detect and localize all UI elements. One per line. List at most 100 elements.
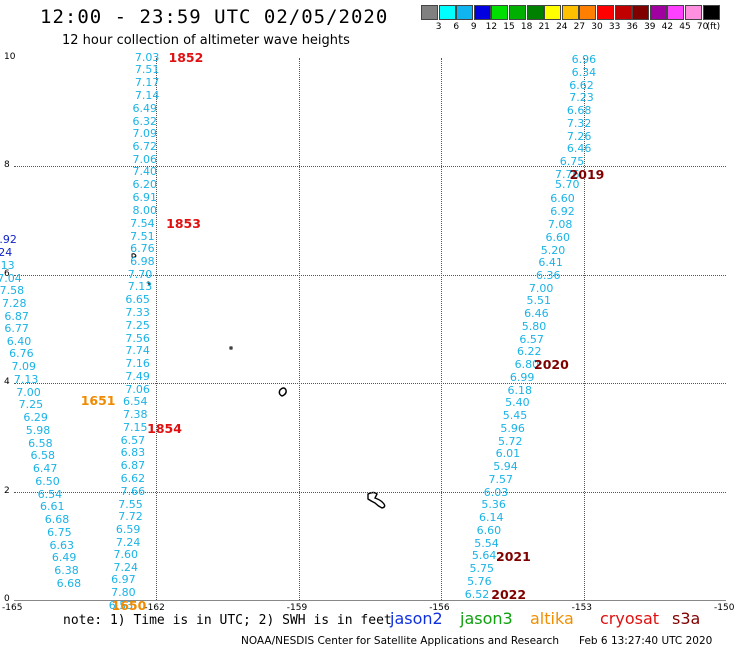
wave-height-value: 7.56	[125, 331, 150, 345]
time-label: 1651	[80, 392, 116, 408]
legend-item-s3a: s3a	[672, 609, 701, 628]
wave-height-value: 7.26	[566, 129, 592, 143]
scale-label: 70	[696, 22, 709, 32]
wave-height-value: 6.96	[571, 53, 597, 67]
y-tick-label: 0	[4, 594, 10, 604]
wave-height-value: 7.08	[547, 217, 573, 231]
scale-swatch	[614, 5, 632, 20]
wave-height-value: 6.68	[56, 576, 82, 590]
wave-height-value: 6.76	[130, 242, 155, 256]
wave-height-value: 9.24	[0, 246, 13, 260]
wave-height-value: 5.51	[526, 294, 552, 308]
wave-height-value: 5.98	[25, 423, 51, 437]
wave-height-value: 6.47	[32, 462, 58, 476]
wave-height-value: 6.03	[483, 485, 509, 499]
wave-height-value: 6.60	[550, 192, 575, 206]
island-3	[229, 346, 233, 350]
island-2	[147, 281, 151, 285]
scale-swatch	[667, 5, 685, 20]
wave-height-value: 7.57	[488, 472, 514, 486]
wave-height-value: 6.46	[524, 307, 549, 321]
wave-height-value: 7.28	[2, 296, 27, 310]
scale-swatch	[597, 5, 614, 20]
scale-label: 6	[453, 22, 460, 32]
wave-height-value: 5.75	[469, 562, 495, 576]
scale-label: 3	[435, 22, 442, 32]
legend-item-cryosat: cryosat	[600, 609, 660, 628]
wave-height-value: 6.99	[509, 370, 535, 384]
grid-line-horizontal	[14, 383, 726, 385]
wave-height-value: 6.49	[132, 101, 158, 115]
wave-height-value: 6.50	[35, 474, 60, 488]
wave-height-value: 7.38	[123, 408, 148, 422]
scale-label: 21	[538, 22, 550, 32]
wave-height-value: 7.03	[134, 51, 160, 64]
wave-height-value: 7.06	[125, 382, 150, 396]
y-tick-label: 4	[4, 377, 10, 388]
wave-height-value: 7.06	[132, 152, 158, 166]
y-tick-label: 8	[4, 160, 10, 171]
grid-line-horizontal	[14, 491, 726, 493]
wave-height-value: 7.00	[528, 281, 554, 295]
x-tick-label: -153	[571, 603, 593, 613]
wave-height-value: 7.15	[123, 420, 148, 434]
wave-height-value: 6.63	[49, 538, 74, 552]
time-label: 1650	[111, 597, 147, 613]
wave-height-value: 6.20	[132, 178, 158, 192]
wave-height-value: 7.51	[130, 229, 155, 243]
grid-line-horizontal	[14, 274, 726, 276]
wave-height-value: 6.75	[47, 525, 72, 539]
scale-label: 12	[485, 22, 498, 32]
wave-height-value: 7.70	[127, 267, 153, 281]
wave-height-value: 6.34	[571, 66, 597, 80]
wave-height-value: 7.33	[125, 306, 150, 320]
scale-swatch	[509, 5, 526, 20]
scale-label: 15	[503, 22, 515, 32]
wave-height-value: 7.17	[134, 76, 160, 90]
wave-height-value: 5.64	[471, 549, 497, 563]
wave-height-value: 6.76	[9, 347, 34, 361]
time-label: 2021	[496, 549, 531, 565]
wave-height-value: 6.22	[517, 345, 542, 359]
wave-height-value: 7.25	[18, 398, 44, 412]
grid-line-vertical	[441, 58, 443, 600]
legend-item-altika: altika	[530, 609, 574, 628]
wave-height-value: 6.58	[30, 449, 55, 463]
scale-label: 30	[591, 22, 603, 32]
wave-height-value: 6.59	[115, 522, 141, 536]
scale-swatch	[526, 5, 544, 20]
x-tick-label: -165	[2, 603, 23, 613]
time-label: 1854	[147, 420, 182, 436]
chart-subtitle: 12 hour collection of altimeter wave hei…	[62, 33, 350, 48]
wave-height-value: 8.00	[132, 203, 158, 217]
wave-height-value: 6.46	[566, 142, 592, 156]
wave-height-value: 7.80	[111, 586, 136, 600]
scale-swatch	[421, 5, 438, 20]
scale-swatch	[702, 5, 720, 20]
wave-height-value: 6.62	[120, 471, 146, 485]
wave-height-value: 6.38	[54, 564, 79, 578]
island-shapes	[131, 253, 386, 509]
wave-height-value: 7.66	[120, 484, 146, 498]
scale-label: 24	[556, 22, 568, 32]
island-5	[367, 491, 386, 509]
wave-height-value: 7.00	[16, 385, 41, 399]
chart-title: 12:00 - 23:59 UTC 02/05/2020	[40, 6, 389, 28]
grid-line-vertical	[298, 58, 300, 600]
time-label: 2022	[491, 587, 527, 603]
wave-height-value: 5.94	[493, 460, 518, 474]
wave-height-value: 6.91	[132, 190, 158, 204]
wave-height-value: 7.40	[132, 165, 158, 179]
wave-height-value: 6.36	[536, 268, 561, 282]
grid-line-vertical	[156, 58, 158, 600]
wave-height-value: 6.75	[559, 155, 585, 169]
wave-height-value: 6.61	[39, 500, 65, 514]
scale-label: 18	[520, 22, 533, 32]
wave-height-value: 6.83	[120, 446, 146, 460]
wave-height-value: 5.45	[502, 409, 528, 423]
wave-height-value: 6.41	[538, 256, 563, 270]
time-label: 2019	[569, 166, 605, 182]
wave-height-value: 7.54	[130, 216, 155, 230]
scale-swatch	[579, 5, 597, 20]
scale-label: 42	[661, 22, 674, 32]
